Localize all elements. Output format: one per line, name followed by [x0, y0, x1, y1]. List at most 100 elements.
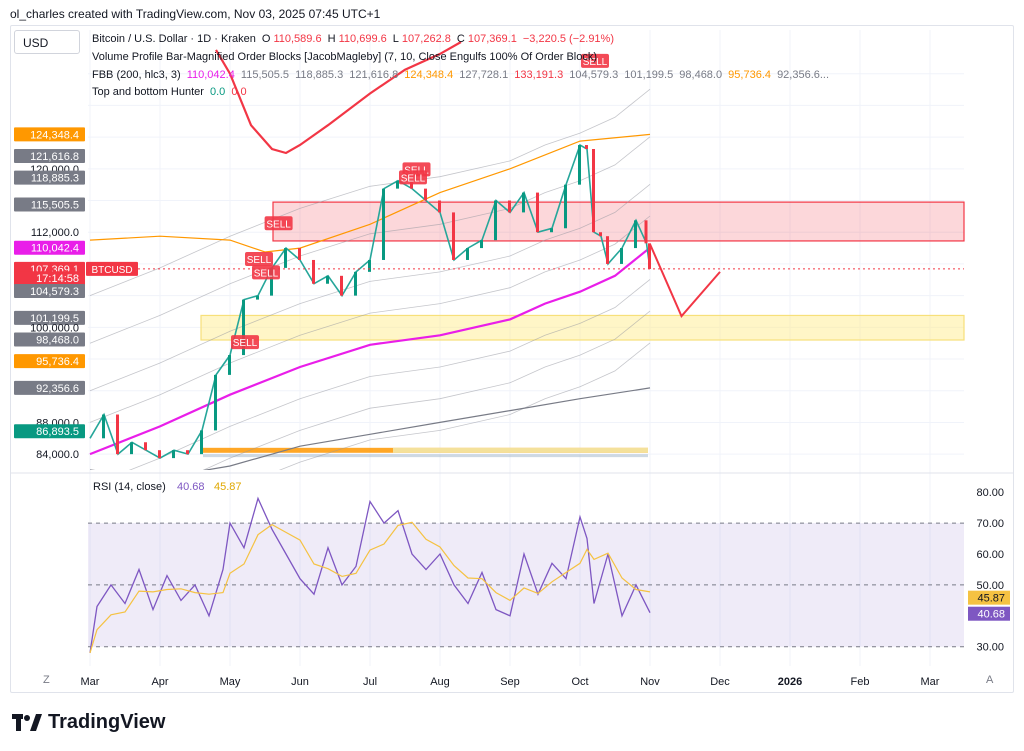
legend-symbol: Bitcoin / U.S. Dollar · 1D · Kraken [92, 33, 256, 45]
candle-down [452, 212, 455, 260]
time-axis-tick: Feb [851, 676, 870, 688]
rsi-tick-label: 30.00 [976, 642, 1004, 654]
candle-down [340, 275, 343, 296]
price-axis-badge [14, 271, 85, 286]
legend-open: 110,589.6 [273, 33, 322, 45]
legend-close: 107,369.1 [467, 33, 517, 45]
candle-down [312, 259, 315, 284]
candle-up [130, 442, 133, 455]
price-axis-badge [14, 284, 85, 299]
candle-down [438, 200, 441, 213]
price-axis-label: 124,348.4 [30, 129, 79, 141]
price-axis-badge [14, 424, 85, 439]
legend-volume-profile[interactable]: Volume Profile Bar-Magnified Order Block… [92, 51, 598, 63]
candle-up [550, 228, 553, 233]
time-axis-tick: Mar [921, 676, 940, 688]
rsi-title: RSI (14, close) [93, 481, 166, 493]
symbol-tag-box [86, 261, 138, 276]
candle-up [172, 450, 175, 459]
candle-up [214, 374, 217, 431]
time-axis-tick: 2026 [778, 676, 802, 688]
candle-up [620, 248, 623, 264]
price-axis-label: 104,579.3 [30, 286, 79, 298]
rsi-line [89, 496, 651, 653]
fbb-orange-line [89, 133, 651, 253]
time-axis-tick: Sep [500, 676, 520, 688]
timeaxis-right-button[interactable]: A [986, 674, 994, 686]
price-axis-label: 100,000.0 [30, 322, 79, 334]
sell-signal-text: SELL [247, 255, 272, 266]
candle-down [298, 248, 301, 260]
time-axis-tick: Mar [81, 676, 100, 688]
rsi-ma-badge [968, 590, 1010, 605]
candle-up [354, 271, 357, 296]
tradingview-logo: TradingView [12, 711, 165, 734]
volume-profile-bar [393, 447, 648, 453]
price-axis-label: 86,893.5 [36, 426, 79, 438]
candle-down [606, 236, 609, 264]
candle-up [284, 248, 287, 268]
candle-down [144, 442, 147, 451]
legend-tbh[interactable]: Top and bottom Hunter 0.0 0.0 [92, 86, 247, 98]
price-axis-badge [14, 240, 85, 255]
price-axis-label: 17:14:58 [36, 273, 79, 285]
price-axis-badge [14, 127, 85, 142]
projection-path [649, 243, 721, 319]
rsi-ma-badge-text: 45.87 [977, 593, 1005, 605]
candle-down [116, 414, 119, 455]
candle-down [592, 149, 595, 233]
legend-fbb[interactable]: FBB (200, hlc3, 3) 110,042.4 115,505.5 1… [92, 69, 830, 81]
price-axis-label: 92,356.6 [36, 383, 79, 395]
sell-signal-text: SELL [266, 219, 291, 230]
timeaxis-left-button[interactable]: Z [43, 674, 50, 686]
price-axis-label: 98,468.0 [36, 334, 79, 346]
candle-down [536, 192, 539, 233]
price-axis-label: 110,042.4 [31, 243, 79, 255]
sell-signal-text: SELL [254, 268, 279, 279]
candle-up [270, 267, 273, 296]
price-axis-badge [14, 380, 85, 395]
tradingview-logo-icon [12, 713, 42, 731]
sell-signal-label [245, 251, 273, 266]
sell-signal-label [264, 216, 293, 231]
volume-profile-bar [203, 454, 648, 458]
tradingview-brand: TradingView [48, 711, 166, 733]
legend-symbol-line: Bitcoin / U.S. Dollar · 1D · Kraken O 110… [92, 33, 614, 45]
rsi-ma-value: 45.87 [214, 481, 242, 493]
candle-up [382, 188, 385, 260]
time-axis-tick: Apr [151, 676, 168, 688]
price-axis-badge [14, 332, 85, 347]
candle-down [410, 180, 413, 189]
rsi-tick-label: 80.00 [976, 487, 1004, 499]
candle-up [228, 355, 231, 375]
candle-down [648, 243, 651, 269]
time-axis-tick: Jun [291, 676, 309, 688]
candle-up [102, 414, 105, 439]
time-axis-tick: Jul [363, 676, 377, 688]
rsi-value-badge-text: 40.68 [977, 609, 1005, 621]
price-axis-label: 84,000.0 [36, 449, 79, 461]
price-axis-label: 101,199.5 [30, 313, 79, 325]
candle-down [186, 450, 189, 455]
symbol-tag: BTCUSD [91, 265, 132, 276]
fbb-band-line [89, 183, 651, 392]
fbb-band-line [202, 310, 651, 470]
supply-zone [272, 201, 965, 242]
sell-signal-text: SELL [233, 338, 258, 349]
candle-up [466, 248, 469, 260]
currency-selector[interactable]: USD [14, 30, 80, 54]
rsi-value: 40.68 [177, 481, 205, 493]
time-axis-tick: Nov [640, 676, 660, 688]
candle-down [424, 188, 427, 201]
price-axis-badge [14, 310, 85, 325]
legend-high: 110,699.6 [338, 33, 387, 45]
candle-up [256, 295, 259, 300]
sell-signal-text: SELL [583, 57, 608, 68]
price-axis-label: 118,885.3 [31, 173, 79, 185]
candle-up [634, 220, 637, 249]
price-axis-badge [14, 148, 85, 163]
rsi-value-badge [968, 606, 1010, 621]
candle-up [200, 430, 203, 455]
time-axis-tick: Dec [710, 676, 730, 688]
